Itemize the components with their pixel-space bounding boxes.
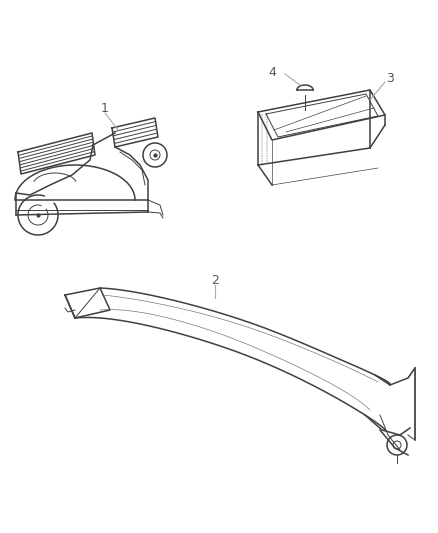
Text: 2: 2 xyxy=(211,273,219,287)
Text: 1: 1 xyxy=(101,101,109,115)
Text: 3: 3 xyxy=(386,71,394,85)
Text: 4: 4 xyxy=(268,66,276,78)
